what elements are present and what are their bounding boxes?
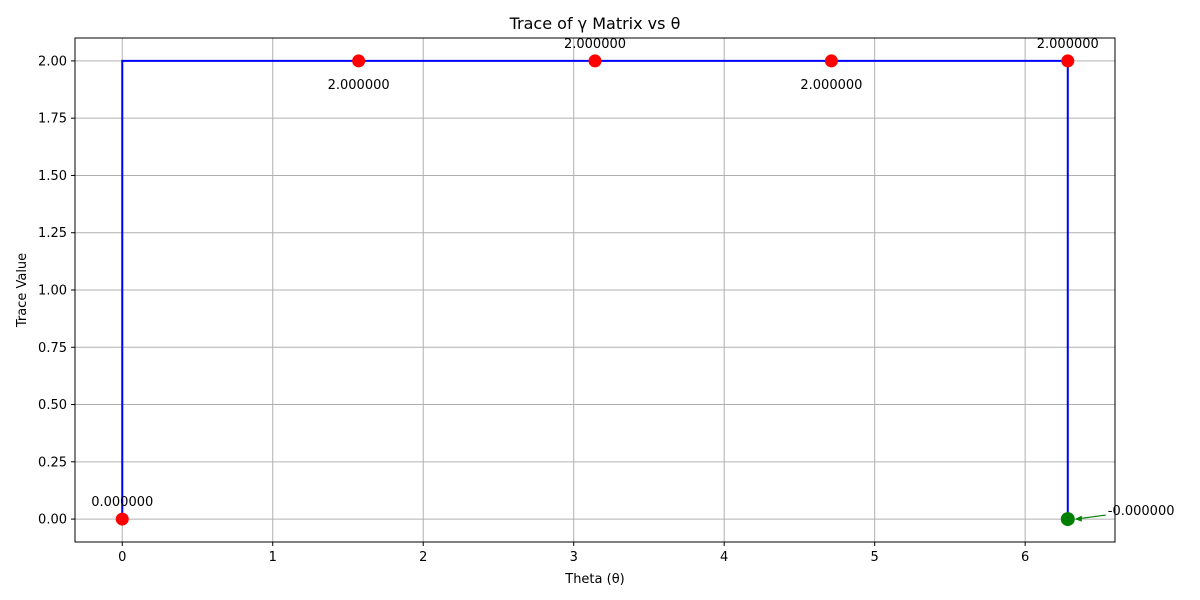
x-tick-label: 3: [570, 550, 578, 565]
y-tick-label: 2.00: [38, 54, 67, 69]
y-tick-label: 0.00: [38, 513, 67, 528]
x-tick-label: 6: [1021, 550, 1029, 565]
annotation-arrow-head: [1074, 515, 1082, 522]
y-tick-label: 1.75: [38, 112, 67, 127]
x-tick-label: 5: [871, 550, 879, 565]
data-point-marker: [1061, 54, 1075, 68]
data-point-label: 2.000000: [1037, 37, 1099, 52]
data-point-marker: [115, 512, 129, 526]
annotation-layer: 0.000000 2.000000 2.000000 2.000000 2.000000…: [91, 37, 1175, 522]
data-point-label: 0.000000: [91, 495, 153, 510]
y-axis-label: Trace Value: [15, 253, 30, 328]
data-point-marker: [352, 54, 366, 68]
y-tick-label: 1.25: [38, 226, 67, 241]
data-point-label: 2.000000: [800, 78, 862, 93]
y-tick-label: 1.00: [38, 284, 67, 299]
grid-lines: [75, 38, 1115, 542]
x-tick-label: 1: [269, 550, 277, 565]
x-tick-label: 2: [419, 550, 427, 565]
y-axis-ticks: 0.00 0.25 0.50 0.75 1.00 1.25 1.50 1.75 2.00: [38, 54, 75, 528]
y-tick-label: 0.50: [38, 398, 67, 413]
data-point-marker: [824, 54, 838, 68]
data-point-label: 2.000000: [564, 37, 626, 52]
x-tick-label: 4: [720, 550, 728, 565]
x-tick-label: 0: [118, 550, 126, 565]
data-point-label: 2.000000: [328, 78, 390, 93]
x-axis-ticks: 0 1 2 3 4 5 6: [118, 542, 1029, 565]
highlight-point-marker: [1060, 512, 1075, 527]
highlight-point-label: -0.000000: [1108, 504, 1175, 519]
marker-layer: [115, 54, 1075, 527]
x-axis-label: Theta (θ): [564, 572, 624, 587]
data-point-marker: [588, 54, 602, 68]
y-tick-label: 0.75: [38, 341, 67, 356]
chart-title: Trace of γ Matrix vs θ: [509, 14, 681, 33]
y-tick-label: 1.50: [38, 169, 67, 184]
y-tick-label: 0.25: [38, 455, 67, 470]
